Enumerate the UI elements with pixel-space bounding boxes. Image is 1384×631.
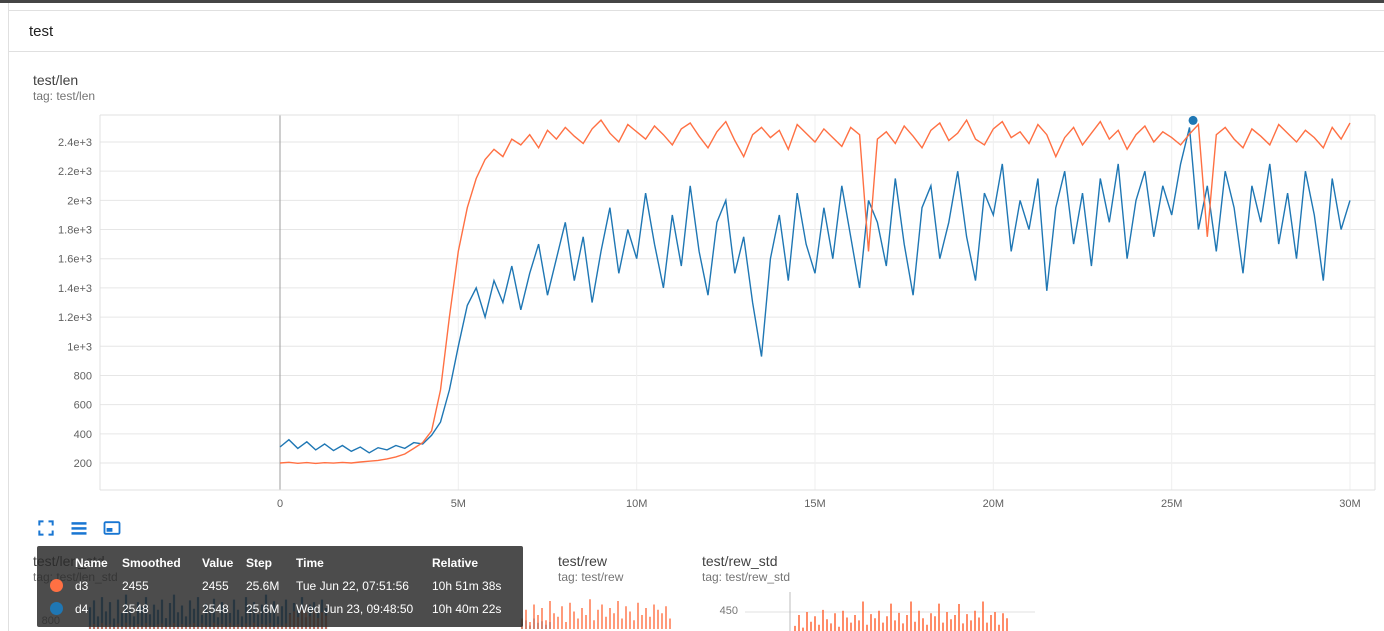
expand-chart-icon[interactable] — [36, 518, 56, 538]
series-line-d3 — [279, 118, 1351, 465]
tooltip-value-cell: 25.6M — [246, 578, 280, 593]
main-chart-plot[interactable]: 200 400 600 800 1e+3 1.2e+3 1.4e+3 1.6e+3 1.8e+3… — [30, 103, 1380, 515]
y-axis-tick-label: 1e+3 — [67, 341, 92, 353]
tooltip-value-cell: 2455 — [202, 578, 229, 593]
y-axis-tick-label: 800 — [74, 370, 92, 382]
mini-axis-label-rew-std: 450 — [719, 605, 738, 617]
mini-chart-tag-rew-std: tag: test/rew_std — [702, 570, 791, 584]
mini-chart-plot-rew-std[interactable] — [740, 592, 1040, 631]
mini-chart-title-rew: test/rew — [558, 553, 608, 569]
y-axis-tick-label: 200 — [74, 458, 92, 470]
content-left-border — [8, 3, 9, 631]
series-line-d4 — [279, 127, 1351, 454]
y-axis-tick-label: 1.6e+3 — [58, 254, 92, 266]
mini-series-spikes — [521, 599, 671, 629]
tooltip-value-cell: 25.6M — [246, 601, 280, 616]
tooltip-header-cell: Time — [296, 555, 324, 570]
y-axis-tick-label: 2.2e+3 — [58, 166, 92, 178]
tooltip-header-cell: Step — [246, 555, 273, 570]
x-axis-tick-label: 15M — [804, 498, 825, 510]
tooltip-header-row: Name Smoothed Value Step Time Relative — [37, 551, 523, 574]
tooltip-value-cell: 2548 — [202, 601, 229, 616]
y-axis-tick-label: 1.4e+3 — [58, 283, 92, 295]
y-axis-tick-label: 2.4e+3 — [58, 137, 92, 149]
tooltip-header-cell: Value — [202, 555, 234, 570]
tooltip-run-row: d3 2455 2455 25.6M Tue Jun 22, 07:51:56 10h 5… — [37, 574, 523, 597]
tooltip-value-cell: 10h 51m 38s — [432, 578, 502, 593]
tooltip-header-cell: Relative — [432, 555, 479, 570]
x-axis-tick-label: 5M — [451, 498, 466, 510]
chart-hover-tooltip: Name Smoothed Value Step Time Relative d3 2455 2… — [37, 546, 523, 627]
y-axis-tick-label: 400 — [74, 429, 92, 441]
app-topbar-edge — [0, 0, 1384, 3]
mini-chart-title-rew-std: test/rew_std — [702, 553, 778, 569]
x-axis-tick-label: 20M — [983, 498, 1004, 510]
x-axis-tick-label: 25M — [1161, 498, 1182, 510]
y-axis-tick-label: 600 — [74, 400, 92, 412]
cursor-point-marker — [1188, 115, 1198, 125]
tooltip-header-cell: Smoothed — [122, 555, 181, 570]
run-color-swatch — [50, 579, 63, 592]
tooltip-value-cell: 10h 40m 22s — [432, 601, 502, 616]
data-table-icon[interactable] — [69, 518, 89, 538]
mini-chart-tag-rew: tag: test/rew — [558, 570, 624, 584]
tooltip-run-row: d4 2548 2548 25.6M Wed Jun 23, 09:48:50 10h 4… — [37, 597, 523, 620]
tooltip-value-cell: 2455 — [122, 578, 149, 593]
x-axis-tick-label: 0 — [277, 498, 283, 510]
tooltip-value-cell: 2548 — [122, 601, 149, 616]
y-axis-tick-label: 1.8e+3 — [58, 225, 92, 237]
tooltip-value-cell: Tue Jun 22, 07:51:56 — [296, 578, 409, 593]
tooltip-value-cell: d4 — [75, 601, 89, 616]
run-color-swatch — [50, 602, 63, 615]
x-axis-tick-label: 10M — [626, 498, 647, 510]
main-chart-tag: tag: test/len — [33, 89, 96, 103]
tooltip-value-cell: d3 — [75, 578, 89, 593]
mini-series-spikes — [794, 601, 1008, 631]
tooltip-header-cell: Name — [75, 555, 108, 570]
chart-toolbar — [36, 518, 122, 538]
y-axis-tick-label: 1.2e+3 — [58, 312, 92, 324]
x-axis-tick-label: 30M — [1339, 498, 1360, 510]
mini-chart-plot-rew[interactable] — [518, 595, 678, 631]
section-header-test[interactable]: test — [9, 10, 1384, 52]
pin-chart-icon[interactable] — [102, 518, 122, 538]
section-title: test — [29, 23, 54, 40]
tooltip-value-cell: Wed Jun 23, 09:48:50 — [296, 601, 414, 616]
y-axis-tick-label: 2e+3 — [67, 195, 92, 207]
main-chart-title: test/len — [33, 72, 79, 88]
